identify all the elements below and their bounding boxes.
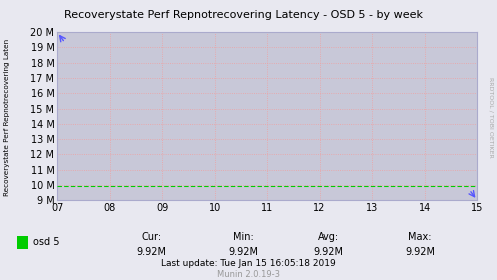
Text: 9.92M: 9.92M <box>405 247 435 257</box>
Text: Cur:: Cur: <box>142 232 162 242</box>
Text: Avg:: Avg: <box>318 232 338 242</box>
Text: Min:: Min: <box>233 232 254 242</box>
Text: Recoverystate Perf Repnotrecovering Laten: Recoverystate Perf Repnotrecovering Late… <box>4 39 10 196</box>
Text: Munin 2.0.19-3: Munin 2.0.19-3 <box>217 270 280 279</box>
Text: 9.92M: 9.92M <box>229 247 258 257</box>
Text: osd 5: osd 5 <box>33 237 60 247</box>
Text: Max:: Max: <box>408 232 432 242</box>
Text: 9.92M: 9.92M <box>313 247 343 257</box>
Text: Last update: Tue Jan 15 16:05:18 2019: Last update: Tue Jan 15 16:05:18 2019 <box>161 259 336 268</box>
Text: Recoverystate Perf Repnotrecovering Latency - OSD 5 - by week: Recoverystate Perf Repnotrecovering Late… <box>64 10 423 20</box>
Text: RRDTOOL / TOBI OETIKER: RRDTOOL / TOBI OETIKER <box>489 77 494 158</box>
Text: 9.92M: 9.92M <box>137 247 166 257</box>
